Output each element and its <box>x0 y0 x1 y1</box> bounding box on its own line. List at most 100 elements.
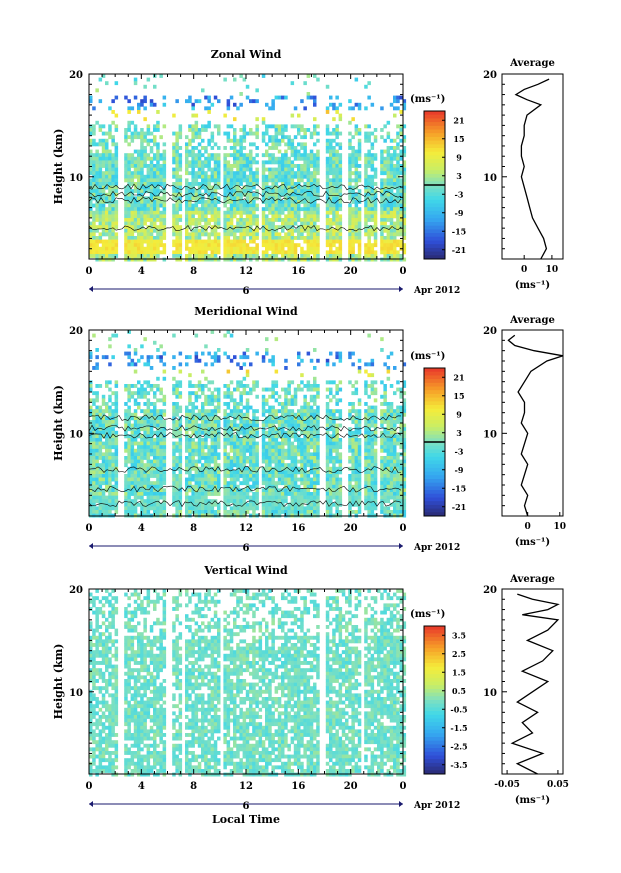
heatmap-cell <box>210 355 215 360</box>
heatmap-cell <box>194 124 199 129</box>
heatmap-cell <box>293 189 298 194</box>
heatmap-cell <box>95 412 99 417</box>
heatmap-cell <box>185 203 189 208</box>
heatmap-cell <box>213 510 218 514</box>
heatmap-cell <box>249 452 253 457</box>
heatmap-cell <box>95 164 99 168</box>
heatmap-cell <box>274 185 279 190</box>
heatmap-cell <box>242 236 247 240</box>
heatmap-cell <box>252 221 256 226</box>
heatmap-cell <box>143 185 147 190</box>
heatmap-cell <box>370 210 375 215</box>
heatmap-cell <box>172 427 176 432</box>
heatmap-cell <box>92 412 96 417</box>
heatmap-cell <box>380 171 384 176</box>
heatmap-cell <box>242 128 247 132</box>
heatmap-cell <box>137 135 141 140</box>
heatmap-cell <box>252 438 256 442</box>
heatmap-cell <box>89 506 93 511</box>
heatmap-cell <box>137 236 141 240</box>
heatmap-cell <box>204 221 208 226</box>
heatmap-cell <box>242 203 247 208</box>
heatmap-cell <box>140 221 144 226</box>
heatmap-cell <box>290 452 295 457</box>
heatmap-cell <box>287 438 291 442</box>
heatmap-cell <box>162 445 167 450</box>
heatmap-cell <box>236 218 240 222</box>
heatmap-cell <box>124 210 128 215</box>
heatmap-cell <box>127 387 131 392</box>
heatmap-cell <box>367 232 371 237</box>
heatmap-cell <box>380 221 384 226</box>
heatmap-cell <box>201 138 205 143</box>
heatmap-cell <box>95 492 99 496</box>
heatmap-cell <box>188 160 192 165</box>
heatmap-cell <box>287 481 291 486</box>
heatmap-cell <box>105 510 109 514</box>
heatmap-cell <box>249 228 253 233</box>
heatmap-cell <box>188 463 192 468</box>
heatmap-cell <box>156 448 160 453</box>
heatmap-cell <box>159 420 163 424</box>
heatmap-cell <box>162 430 167 435</box>
heatmap-cell <box>101 441 106 446</box>
heatmap-cell <box>239 192 243 197</box>
heatmap-cell <box>316 77 320 82</box>
heatmap-cell <box>271 423 275 428</box>
heatmap-cell <box>281 135 285 140</box>
heatmap-cell <box>207 182 211 186</box>
heatmap-cell <box>175 474 179 478</box>
heatmap-cell <box>233 174 237 179</box>
heatmap-cell <box>92 167 96 172</box>
heatmap-cell <box>399 128 403 132</box>
heatmap-cell <box>380 164 384 168</box>
heatmap-cell <box>268 506 272 511</box>
heatmap-cell <box>255 456 259 460</box>
heatmap-cell <box>127 412 131 417</box>
heatmap-cell <box>402 185 407 190</box>
heatmap-cell <box>194 131 199 136</box>
heatmap-cell <box>146 189 151 194</box>
heatmap-cell <box>277 495 282 500</box>
heatmap-cell <box>98 510 103 514</box>
heatmap-cell <box>191 456 195 460</box>
heatmap-cell <box>207 470 211 475</box>
heatmap-cell <box>217 131 221 136</box>
heatmap-cell <box>130 477 135 482</box>
heatmap-cell <box>185 200 189 204</box>
heatmap-cell <box>153 502 157 507</box>
heatmap-cell <box>367 196 371 201</box>
heatmap-cell <box>191 171 195 176</box>
heatmap-cell <box>281 254 285 258</box>
heatmap-cell <box>95 463 99 468</box>
heatmap-cell <box>252 463 256 468</box>
heatmap-cell <box>268 358 272 363</box>
heatmap-cell <box>127 128 131 132</box>
heatmap-cell <box>217 232 221 237</box>
heatmap-cell <box>393 225 397 230</box>
heatmap-cell <box>287 243 291 248</box>
heatmap-cell <box>111 178 115 183</box>
heatmap-cell <box>194 113 199 118</box>
heatmap-cell <box>95 214 99 219</box>
heatmap-cell <box>277 210 282 215</box>
heatmap-cell <box>354 156 359 161</box>
heatmap-cell <box>188 246 192 251</box>
heatmap-cell <box>95 499 99 504</box>
heatmap-cell <box>354 182 359 186</box>
heatmap-cell <box>140 427 144 432</box>
heatmap-cell <box>133 228 138 233</box>
heatmap-cell <box>156 236 160 240</box>
heatmap-cell <box>204 456 208 460</box>
heatmap-cell <box>130 106 135 111</box>
heatmap-cell <box>137 106 141 111</box>
heatmap-cell <box>89 243 93 248</box>
heatmap-cell <box>380 196 384 201</box>
heatmap-cell <box>265 466 269 471</box>
heatmap-cell <box>146 412 151 417</box>
heatmap-cell <box>255 459 259 464</box>
heatmap-cell <box>98 214 103 219</box>
heatmap-cell <box>373 254 378 258</box>
heatmap-cell <box>367 164 371 168</box>
heatmap-cell <box>137 470 141 475</box>
